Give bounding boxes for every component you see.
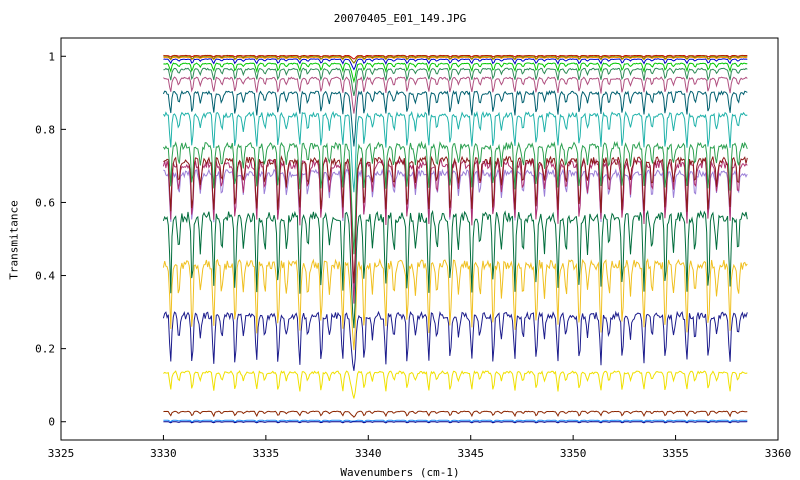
spectrum-series-14 [163,67,748,96]
y-tick-label: 1 [48,50,55,63]
series-layer [162,54,748,424]
spectrum-series-17 [163,56,748,64]
spectrum-series-18 [163,54,748,60]
spectrum-series-6 [162,209,748,329]
spectrum-series-9 [163,155,748,284]
spectrum-series-8 [162,158,748,304]
spectrum-series-13 [163,76,748,114]
y-tick-label: 0.2 [35,343,55,356]
spectrum-series-0 [163,419,748,423]
x-tick-label: 3330 [150,447,177,460]
plot-frame [60,37,779,441]
x-tick-label: 3350 [560,447,587,460]
spectrum-series-7 [163,168,748,290]
x-ticks: 3325 3330 3335 3340 3345 3350 3355 3360 [48,435,792,460]
y-tick-label: 0.6 [35,196,55,209]
x-tick-label: 3335 [253,447,280,460]
x-tick-label: 3355 [662,447,689,460]
x-axis-label: Wavenumbers (cm-1) [340,466,460,479]
spectrum-series-2 [163,410,748,418]
y-ticks: 0 0.2 0.4 0.6 0.8 1 [35,50,66,429]
spectrum-series-5 [162,258,748,351]
y-tick-label: 0 [48,416,55,429]
spectrum-series-16 [163,58,748,71]
x-tick-label: 3325 [48,447,75,460]
spectrum-series-19 [163,55,748,64]
y-tick-label: 0.4 [35,270,55,283]
y-tick-label: 0.8 [35,123,55,136]
spectrum-series-10 [162,140,748,255]
spectrum-series-3 [163,370,748,399]
x-tick-label: 3340 [355,447,382,460]
x-tick-label: 3360 [765,447,792,460]
spectrum-series-15 [163,62,748,84]
spectrum-series-12 [162,89,748,147]
spectrum-series-1 [163,421,748,424]
chart-title: 20070405_E01_149.JPG [333,12,467,25]
spectrum-series-11 [162,110,748,193]
spectrum-series-4 [162,310,748,371]
x-tick-label: 3345 [457,447,484,460]
